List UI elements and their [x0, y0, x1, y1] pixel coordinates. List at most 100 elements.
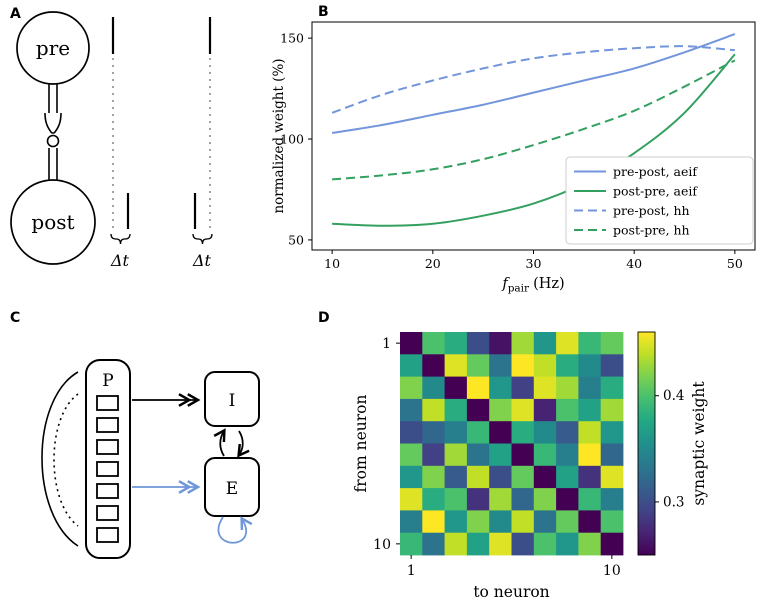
heatmap-cell [600, 398, 624, 422]
heatmap-cell [600, 510, 624, 534]
y-tick-label: 10 [373, 537, 391, 553]
heatmap-cell [600, 532, 624, 556]
y-tick-label: 1 [382, 336, 391, 352]
x-tick-label: 10 [603, 563, 621, 579]
brace-right-icon [192, 233, 213, 245]
heatmap-cell [600, 332, 624, 355]
heatmap-cell [556, 354, 579, 377]
heatmap-cell [511, 532, 535, 556]
delta-t-left-label: Δt [110, 251, 130, 270]
heatmap-cell [511, 376, 535, 400]
heatmap-cell [489, 465, 512, 489]
heatmap-cell [511, 510, 535, 534]
heatmap-cell [511, 488, 535, 511]
heatmap-cell [556, 465, 579, 489]
heatmap-cell [556, 376, 579, 400]
panel-c-diagram: P I E [41, 359, 260, 559]
heatmap-cell [600, 421, 624, 444]
heatmap-cell [511, 332, 535, 355]
heatmap-cell [444, 488, 468, 511]
pre-neuron-label: pre [36, 36, 70, 60]
delta-t-right-label: Δt [192, 251, 212, 270]
y-tick-label: 100 [280, 132, 304, 147]
heatmap-cell [578, 354, 602, 377]
heatmap-cell [422, 398, 445, 422]
heatmap-cell [489, 354, 512, 377]
legend-entry-label: post-pre, aeif [613, 184, 698, 199]
heatmap-cell [422, 488, 445, 511]
panel-a-diagram: pre post Δt Δt [10, 11, 213, 270]
heatmap-cell [578, 421, 602, 444]
heatmap-cell [400, 532, 423, 556]
heatmap-cell [533, 332, 557, 355]
heatmap-cell [578, 376, 602, 400]
heatmap-cell [533, 532, 557, 556]
heatmap-cell [533, 443, 557, 467]
colorbar-tick-label: 0.4 [663, 388, 684, 404]
heatmap-cell [533, 376, 557, 400]
colorbar [637, 331, 656, 556]
heatmap-cell [489, 421, 512, 444]
panel-b-chart: 10 20 30 40 50 50 100 150 normalized weight (%) f… [271, 21, 756, 295]
heatmap-cell [533, 354, 557, 377]
heatmap-cell [556, 421, 579, 444]
pre-neuron-circle [16, 11, 90, 85]
heatmap-cell [444, 421, 468, 444]
panel-c-label: C [10, 310, 21, 326]
x-tick-label: 30 [526, 256, 542, 271]
heatmap-cell [556, 488, 579, 511]
x-tick-label: 50 [727, 256, 743, 271]
excitatory-box [204, 457, 260, 517]
heatmap-cell [489, 443, 512, 467]
legend-entry-label: pre-post, hh [613, 203, 690, 218]
synapse-bouton-icon [44, 112, 62, 134]
heatmap-cell [556, 532, 579, 556]
heatmap-cell [466, 421, 490, 444]
heatmap-cell [533, 488, 557, 511]
heatmap-cell [422, 354, 445, 377]
heatmap-cell [511, 398, 535, 422]
brace-left-icon [110, 233, 131, 245]
post-neuron-circle [10, 179, 96, 265]
panel-d-heatmap: 1 10 1 10 to neuron from neuron 0.3 0.4 synaptic… [352, 331, 708, 599]
arrow-i-to-e [237, 430, 250, 458]
heatmap-cell [422, 510, 445, 534]
heatmap-cell [556, 332, 579, 355]
heatmap-cell [466, 332, 490, 355]
heatmap-cell [400, 443, 423, 467]
input-distribution-dotted-curve [53, 393, 79, 527]
legend-entry-label: pre-post, aeif [613, 164, 698, 179]
panel-a-label: A [10, 6, 21, 22]
heatmap-cell [422, 465, 445, 489]
series-line-post-pre-aeif [332, 53, 736, 227]
heatmap-cell [600, 376, 624, 400]
arrow-e-recurrent-loop [217, 516, 253, 544]
heatmap-cell [444, 376, 468, 400]
heatmap-cell [444, 354, 468, 377]
inhibitory-label: I [229, 391, 236, 411]
heatmap-cell [466, 532, 490, 556]
heatmap-cell [489, 398, 512, 422]
series-line-pre-post-aeif [331, 33, 736, 134]
heatmap-cell [600, 488, 624, 511]
heatmap-cell [466, 376, 490, 400]
population-label: P [102, 371, 113, 391]
heatmap-cell [556, 510, 579, 534]
heatmap-cell [578, 443, 602, 467]
heatmap-cells [400, 332, 624, 556]
inhibitory-box [204, 371, 260, 427]
x-tick-label: 10 [324, 256, 340, 271]
heatmap-cell [511, 465, 535, 489]
heatmap-cell [400, 421, 423, 444]
heatmap-cell [489, 332, 512, 355]
x-axis-label: fpair (Hz) [501, 276, 564, 295]
heatmap-cell [511, 354, 535, 377]
colorbar-tick-label: 0.3 [663, 494, 684, 510]
legend: pre-post, aeif post-pre, aeif pre-post, hh… [565, 156, 754, 245]
panel-d-label: D [318, 310, 330, 326]
y-axis-label: normalized weight (%) [271, 58, 287, 213]
heatmap-cell [556, 398, 579, 422]
heatmap-cell [511, 443, 535, 467]
heatmap-cell [600, 465, 624, 489]
